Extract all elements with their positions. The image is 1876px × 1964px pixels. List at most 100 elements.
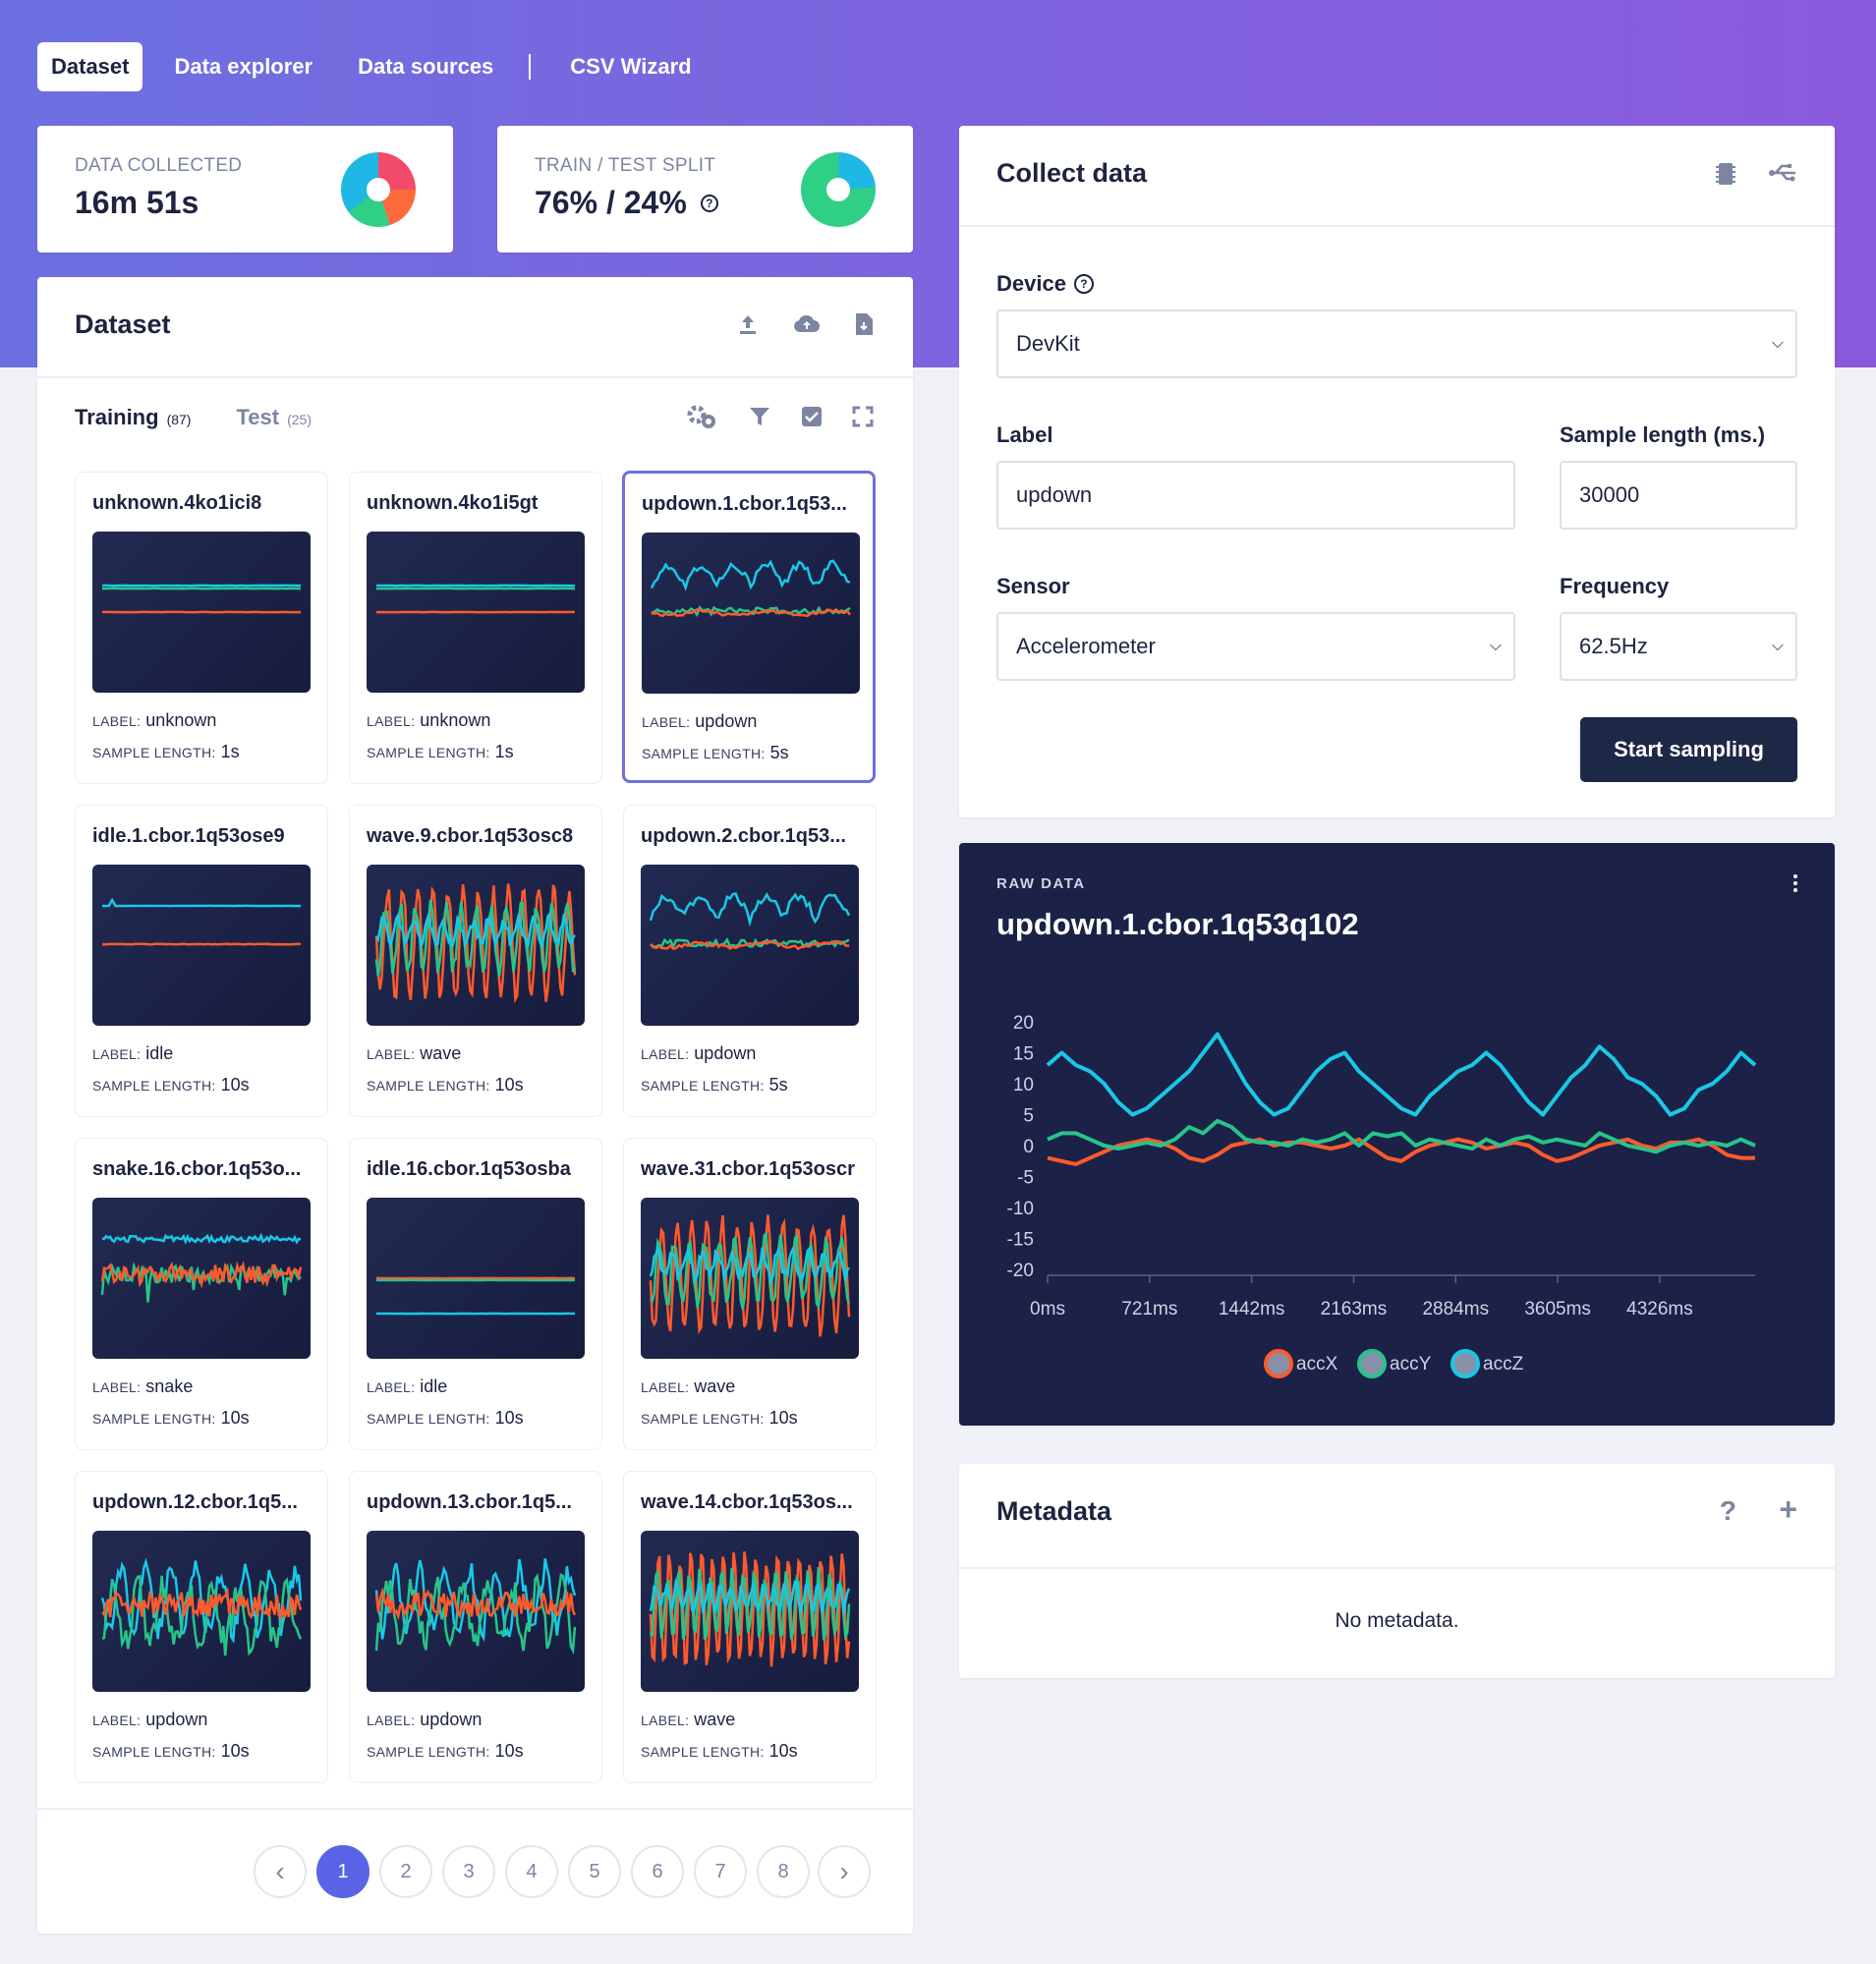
sample-card[interactable]: idle.16.cbor.1q53osba LABEL: idle SAMPLE L… bbox=[349, 1138, 602, 1450]
sample-label-row: LABEL: snake bbox=[92, 1376, 193, 1397]
pagination-divider bbox=[37, 1808, 913, 1810]
label-prefix: LABEL: bbox=[641, 1379, 690, 1395]
sample-length-row: SAMPLE LENGTH: 10s bbox=[367, 1075, 524, 1095]
sample-card[interactable]: updown.1.cbor.1q53... LABEL: updown SAMPLE… bbox=[622, 471, 876, 783]
tab-csv-wizard[interactable]: CSV Wizard bbox=[570, 54, 692, 79]
sample-label: wave bbox=[694, 1710, 736, 1729]
sample-label: snake bbox=[145, 1376, 194, 1396]
tab-training[interactable]: Training bbox=[75, 405, 159, 429]
sample-card[interactable]: updown.2.cbor.1q53... LABEL: updown SAMPLE… bbox=[623, 805, 877, 1117]
metadata-divider bbox=[959, 1567, 1835, 1569]
settings-view-icon[interactable] bbox=[685, 403, 718, 430]
label-prefix: LABEL: bbox=[367, 713, 416, 729]
train-test-card: TRAIN / TEST SPLIT 76% / 24%? bbox=[497, 126, 913, 253]
thumbnail-series-line bbox=[100, 1261, 302, 1303]
sample-card[interactable]: unknown.4ko1ici8 LABEL: unknown SAMPLE LEN… bbox=[75, 472, 328, 784]
sample-length-row: SAMPLE LENGTH: 1s bbox=[367, 742, 514, 762]
length-prefix: SAMPLE LENGTH: bbox=[92, 1078, 216, 1094]
label-prefix: LABEL: bbox=[92, 1379, 142, 1395]
sample-card[interactable]: updown.12.cbor.1q5... LABEL: updown SAMPLE… bbox=[75, 1471, 328, 1783]
device-select[interactable]: DevKit ⌵ bbox=[996, 309, 1797, 378]
file-export-icon[interactable] bbox=[854, 312, 874, 336]
sample-length-input[interactable]: 30000 bbox=[1560, 461, 1797, 530]
sample-label-row: LABEL: idle bbox=[92, 1043, 173, 1064]
tab-data-sources[interactable]: Data sources bbox=[358, 54, 494, 79]
sample-label: wave bbox=[420, 1043, 462, 1063]
raw-data-chart: 20 15 10 5 0 -5 -10 -15 -20 0ms 721ms 1442ms 2163ms 2… bbox=[1007, 1013, 1757, 1378]
page-button-3[interactable]: 3 bbox=[442, 1845, 495, 1898]
next-page-button[interactable]: › bbox=[818, 1845, 871, 1898]
page-button-2[interactable]: 2 bbox=[379, 1845, 432, 1898]
metadata-panel: Metadata ? + No metadata. bbox=[959, 1464, 1835, 1678]
expand-icon[interactable] bbox=[852, 403, 874, 430]
no-metadata-text: No metadata. bbox=[1335, 1609, 1459, 1632]
sample-thumbnail bbox=[367, 532, 585, 693]
dataset-actions bbox=[736, 312, 874, 336]
sample-card[interactable]: updown.13.cbor.1q5... LABEL: updown SAMPLE… bbox=[349, 1471, 602, 1783]
upload-icon[interactable] bbox=[736, 312, 760, 336]
sample-card[interactable]: wave.31.cbor.1q53oscr LABEL: wave SAMPLE L… bbox=[623, 1138, 877, 1450]
add-metadata-icon[interactable]: + bbox=[1779, 1491, 1797, 1527]
raw-data-panel: RAW DATA updown.1.cbor.1q53q102 20 15 10 5 0… bbox=[959, 843, 1835, 1426]
length-prefix: SAMPLE LENGTH: bbox=[641, 1078, 765, 1094]
metadata-title: Metadata bbox=[996, 1496, 1112, 1526]
help-icon[interactable]: ? bbox=[700, 194, 718, 212]
tab-data-explorer[interactable]: Data explorer bbox=[174, 54, 313, 79]
page-button-5[interactable]: 5 bbox=[568, 1845, 621, 1898]
page-button-1[interactable]: 1 bbox=[316, 1845, 370, 1898]
sample-length-row: SAMPLE LENGTH: 10s bbox=[92, 1408, 250, 1429]
sample-thumbnail bbox=[642, 533, 860, 694]
page-button-8[interactable]: 8 bbox=[757, 1845, 810, 1898]
x-tick-label: 3605ms bbox=[1524, 1299, 1591, 1319]
chip-icon[interactable] bbox=[1715, 161, 1736, 187]
metadata-help-icon[interactable]: ? bbox=[1719, 1495, 1736, 1526]
sample-length: 10s bbox=[220, 1741, 250, 1761]
dataset-subtabs: Training (87) Test (25) bbox=[75, 405, 312, 430]
x-tick-label: 1442ms bbox=[1219, 1299, 1285, 1319]
page-button-7[interactable]: 7 bbox=[694, 1845, 747, 1898]
sample-card[interactable]: wave.9.cbor.1q53osc8 LABEL: wave SAMPLE LE… bbox=[349, 805, 602, 1117]
y-tick-label: 10 bbox=[1013, 1075, 1034, 1095]
frequency-label: Frequency bbox=[1560, 574, 1670, 598]
chevron-left-icon: ‹ bbox=[275, 1856, 285, 1886]
sample-name: updown.1.cbor.1q53... bbox=[642, 493, 847, 515]
prev-page-button[interactable]: ‹ bbox=[254, 1845, 307, 1898]
thumbnail-series-line bbox=[101, 1587, 303, 1620]
sensor-select[interactable]: Accelerometer ⌵ bbox=[996, 612, 1515, 681]
more-menu-icon[interactable] bbox=[1793, 874, 1797, 892]
data-collected-card: DATA COLLECTED 16m 51s bbox=[37, 126, 453, 253]
thumbnail-series-line bbox=[649, 1214, 851, 1337]
cloud-upload-icon[interactable] bbox=[793, 312, 821, 336]
dataset-panel: Dataset Training (87) Test (25) unknown.… bbox=[37, 277, 913, 1934]
label-prefix: LABEL: bbox=[92, 1712, 142, 1728]
tab-test[interactable]: Test bbox=[236, 405, 280, 429]
tab-dataset[interactable]: Dataset bbox=[37, 42, 143, 91]
page-button-4[interactable]: 4 bbox=[505, 1845, 558, 1898]
frequency-select[interactable]: 62.5Hz ⌵ bbox=[1560, 612, 1797, 681]
sample-card[interactable]: idle.1.cbor.1q53ose9 LABEL: idle SAMPLE LE… bbox=[75, 805, 328, 1117]
sample-card[interactable]: snake.16.cbor.1q53o... LABEL: snake SAMPLE… bbox=[75, 1138, 328, 1450]
select-checkbox-icon[interactable] bbox=[801, 403, 823, 430]
sample-label: wave bbox=[694, 1376, 736, 1396]
start-sampling-button[interactable]: Start sampling bbox=[1580, 717, 1797, 782]
collect-divider bbox=[959, 225, 1835, 227]
sample-name: unknown.4ko1ici8 bbox=[92, 492, 262, 514]
x-tick-label: 4326ms bbox=[1626, 1299, 1693, 1319]
usb-icon[interactable] bbox=[1768, 163, 1797, 183]
thumbnail-series-line bbox=[649, 1567, 851, 1641]
sample-length: 5s bbox=[769, 743, 789, 762]
page-button-6[interactable]: 6 bbox=[631, 1845, 684, 1898]
data-collected-donut-icon bbox=[341, 152, 416, 227]
thumbnail-series-line bbox=[101, 1575, 303, 1656]
sample-name: idle.1.cbor.1q53ose9 bbox=[92, 825, 285, 847]
device-label: Device bbox=[996, 271, 1066, 296]
device-help-icon[interactable]: ? bbox=[1073, 274, 1094, 294]
filter-icon[interactable] bbox=[748, 403, 771, 430]
sample-card[interactable]: wave.14.cbor.1q53os... LABEL: wave SAMPLE … bbox=[623, 1471, 877, 1783]
thumbnail-series-line bbox=[101, 1232, 302, 1245]
sample-card[interactable]: unknown.4ko1i5gt LABEL: unknown SAMPLE LEN… bbox=[349, 472, 602, 784]
y-tick-label: 20 bbox=[1013, 1013, 1034, 1034]
x-tick-label: 2163ms bbox=[1321, 1299, 1388, 1319]
sample-length: 10s bbox=[220, 1408, 250, 1428]
label-input[interactable]: updown bbox=[996, 461, 1515, 530]
